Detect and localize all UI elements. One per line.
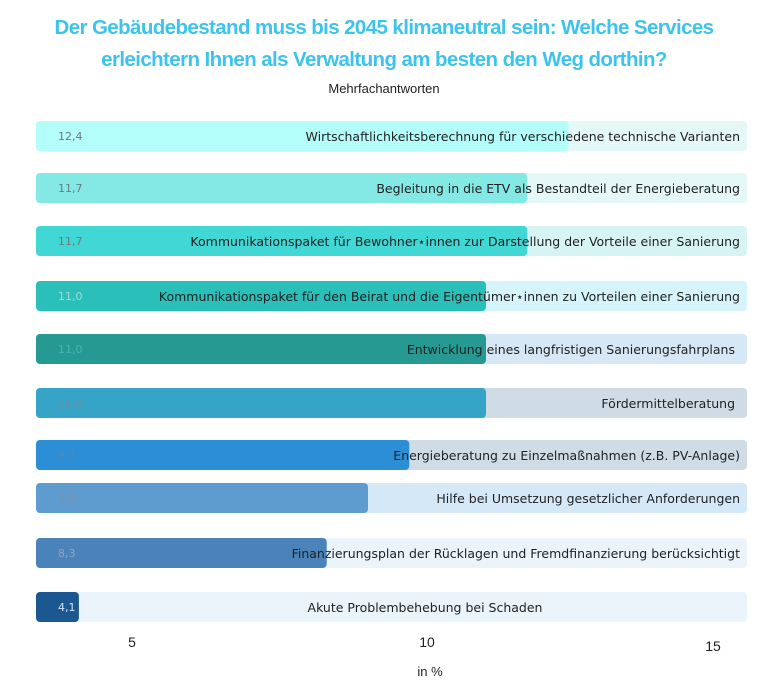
value-label: 9,7 [58,449,76,462]
category-label: Fördermittelberatung [601,396,735,411]
value-label: 11,0 [58,343,83,356]
category-label: Finanzierungsplan der Rücklagen und Frem… [292,546,741,561]
category-label: Hilfe bei Umsetzung gesetzlicher Anforde… [436,491,740,506]
category-label: Kommunikationspaket für Bewohner⋆innen z… [190,234,740,249]
value-label: 8,3 [58,547,76,560]
bar-row: 4,1 Akute Problembehebung bei Schaden [36,592,747,622]
chart-title-line-2: erleichtern Ihnen als Verwaltung am best… [101,48,667,71]
bar [36,388,486,418]
bar-row: 11,0 Kommunikationspaket für den Beirat u… [36,281,747,311]
x-tick-label: 15 [705,638,721,654]
bar-row: 9,0 Hilfe bei Umsetzung gesetzlicher Anfo… [36,483,747,513]
chart-subtitle: Mehrfachantworten [328,81,440,96]
bar-row: 8,3 Finanzierungsplan der Rücklagen und F… [36,538,747,568]
bar [36,592,79,622]
bar [36,173,528,203]
bar-row: 12,4 Wirtschaftlichkeitsberechnung für ve… [36,121,747,151]
bar-row: 11,0 Entwicklung eines langfristigen Sani… [36,334,747,364]
category-label: Energieberatung zu Einzelmaßnahmen (z.B.… [393,448,740,463]
bar [36,281,486,311]
bar-track [36,592,747,622]
bar [36,483,368,513]
category-label: Begleitung in die ETV als Bestandteil de… [376,181,740,196]
value-label: 4,1 [58,601,76,614]
bar [36,334,486,364]
bar-row: 11,7 Begleitung in die ETV als Bestandtei… [36,173,747,203]
category-label: Entwicklung eines langfristigen Sanierun… [407,342,735,357]
value-label: 11,0 [58,290,83,303]
value-label: 11,7 [58,182,83,195]
value-label: 9,0 [58,492,76,505]
bar-row: 11,0 Fördermittelberatung [36,388,747,418]
value-label: 11,7 [58,235,83,248]
category-label: Wirtschaftlichkeitsberechnung für versch… [306,129,740,144]
category-label: Kommunikationspaket für den Beirat und d… [159,289,740,304]
x-tick-label: 10 [419,634,435,650]
bar-row: 9,7 Energieberatung zu Einzelmaßnahmen (z… [36,440,747,470]
bar-row: 11,7 Kommunikationspaket für Bewohner⋆inn… [36,226,747,256]
value-label: 11,0 [58,397,83,410]
x-axis-label: in % [417,664,443,679]
bar [36,440,410,470]
category-label: Akute Problembehebung bei Schaden [308,600,543,615]
value-label: 12,4 [58,130,83,143]
bar [36,121,569,151]
bar [36,538,327,568]
x-tick-label: 5 [128,634,136,650]
bar [36,226,528,256]
chart-title-line-1: Der Gebäudebestand muss bis 2045 klimane… [54,16,714,39]
